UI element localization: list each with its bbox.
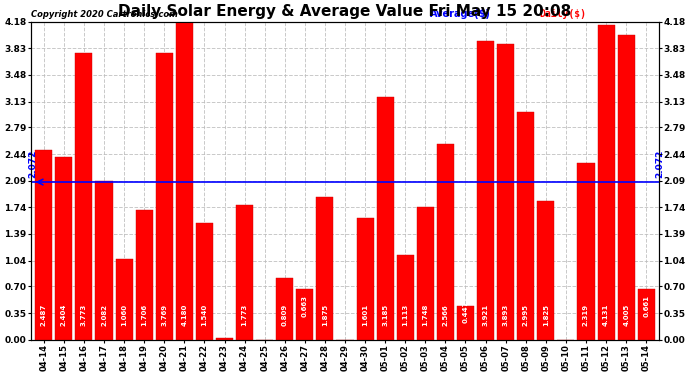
Bar: [276, 278, 293, 340]
Text: 1.540: 1.540: [201, 304, 208, 326]
Text: 2.995: 2.995: [523, 304, 529, 326]
Bar: [115, 259, 132, 340]
Bar: [156, 53, 172, 340]
Text: 0.661: 0.661: [643, 295, 649, 317]
Text: 1.773: 1.773: [241, 304, 248, 326]
Text: 3.921: 3.921: [482, 304, 489, 326]
Bar: [35, 150, 52, 340]
Text: 4.005: 4.005: [623, 304, 629, 326]
Text: 2.566: 2.566: [442, 304, 448, 326]
Text: 4.180: 4.180: [181, 304, 188, 326]
Bar: [578, 163, 595, 340]
Text: 3.185: 3.185: [382, 304, 388, 326]
Text: 2.404: 2.404: [61, 304, 67, 326]
Bar: [497, 44, 514, 340]
Text: 1.706: 1.706: [141, 304, 147, 326]
Bar: [638, 290, 655, 340]
Text: 2.072: 2.072: [28, 150, 37, 178]
Bar: [477, 41, 494, 340]
Bar: [136, 210, 152, 340]
Bar: [55, 157, 72, 340]
Text: 0.663: 0.663: [302, 295, 308, 317]
Text: 1.748: 1.748: [422, 304, 428, 326]
Bar: [216, 338, 233, 340]
Text: 1.825: 1.825: [543, 304, 549, 326]
Bar: [296, 289, 313, 340]
Text: Average($): Average($): [430, 9, 491, 18]
Bar: [196, 222, 213, 340]
Text: 1.601: 1.601: [362, 304, 368, 326]
Text: 0.809: 0.809: [282, 304, 288, 326]
Text: 2.082: 2.082: [101, 304, 107, 326]
Bar: [437, 144, 454, 340]
Text: 1.060: 1.060: [121, 304, 127, 326]
Bar: [397, 255, 414, 340]
Text: Daily($): Daily($): [540, 9, 587, 18]
Bar: [236, 205, 253, 340]
Bar: [457, 306, 474, 340]
Bar: [176, 22, 193, 340]
Bar: [377, 98, 394, 340]
Text: 1.113: 1.113: [402, 304, 408, 326]
Bar: [618, 35, 635, 340]
Text: Copyright 2020 Cartronics.com: Copyright 2020 Cartronics.com: [31, 9, 177, 18]
Text: 4.131: 4.131: [603, 304, 609, 326]
Bar: [357, 218, 373, 340]
Text: 3.769: 3.769: [161, 304, 167, 326]
Text: 0.447: 0.447: [462, 300, 469, 322]
Text: 2.319: 2.319: [583, 304, 589, 326]
Bar: [538, 201, 554, 340]
Text: 3.773: 3.773: [81, 304, 87, 326]
Bar: [518, 112, 534, 340]
Text: 2.487: 2.487: [41, 304, 47, 326]
Text: 3.893: 3.893: [502, 304, 509, 326]
Text: 1.875: 1.875: [322, 304, 328, 326]
Bar: [417, 207, 434, 340]
Text: 2.072: 2.072: [655, 150, 664, 178]
Bar: [598, 26, 615, 340]
Bar: [317, 197, 333, 340]
Title: Daily Solar Energy & Average Value Fri May 15 20:08: Daily Solar Energy & Average Value Fri M…: [119, 4, 571, 19]
Bar: [95, 181, 112, 340]
Bar: [75, 53, 92, 340]
